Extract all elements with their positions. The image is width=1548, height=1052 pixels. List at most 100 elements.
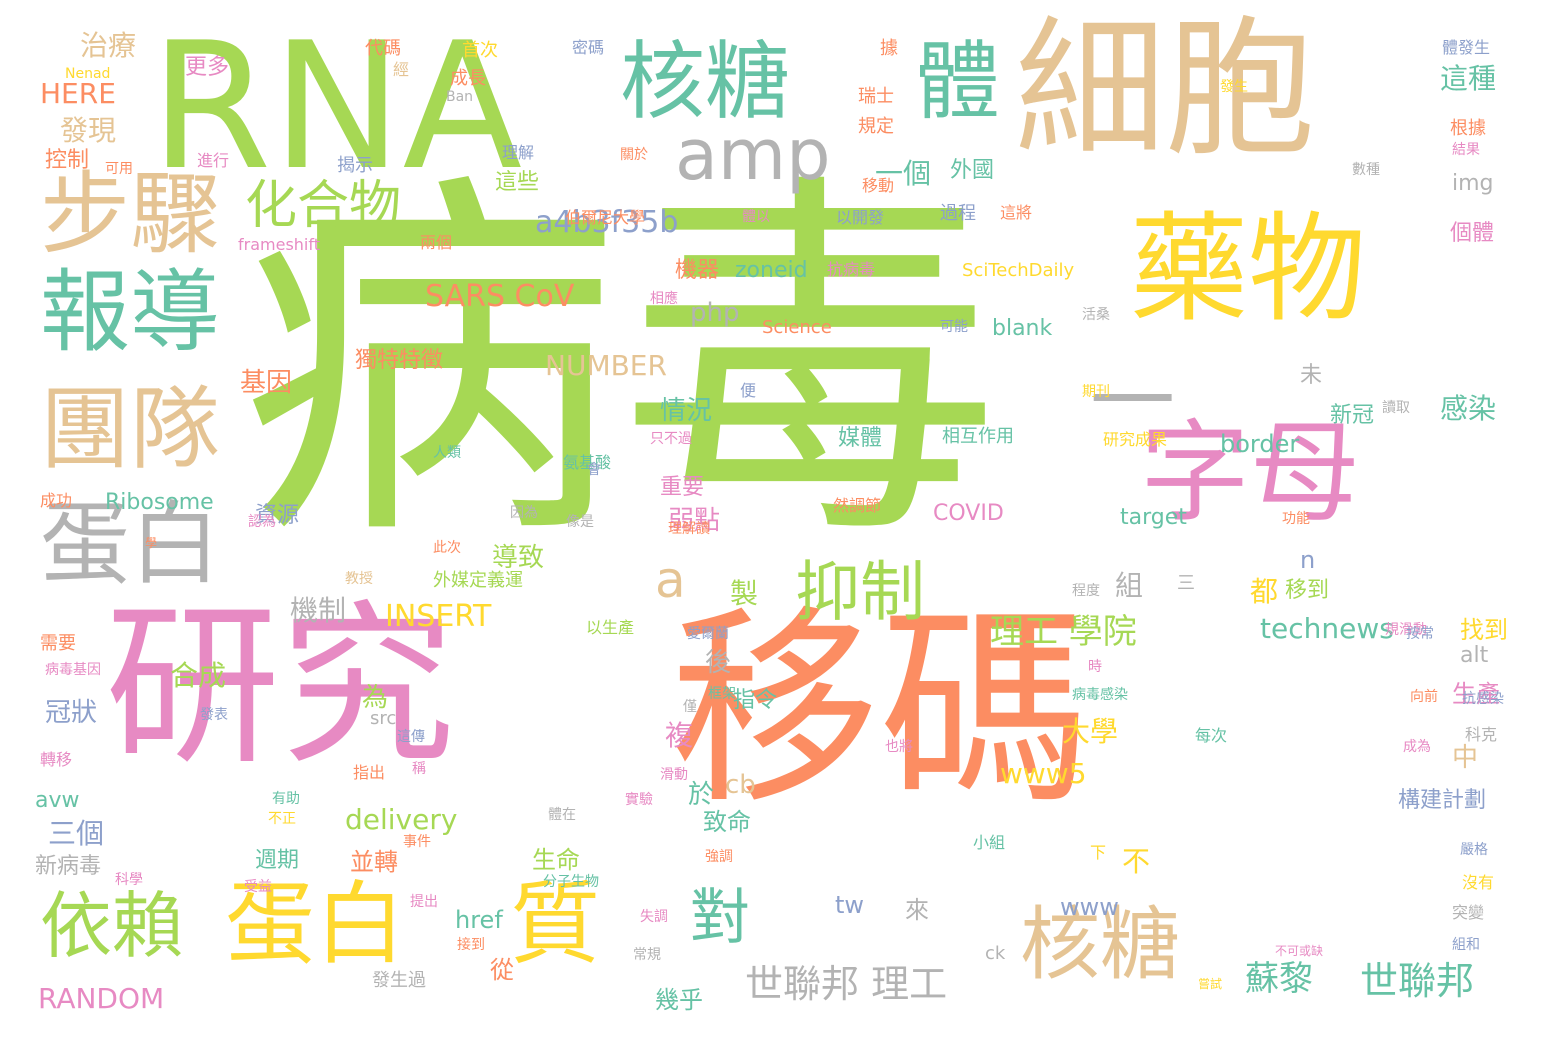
cloud-word: 都 [1250,575,1279,608]
cloud-word: 揭示 [337,155,373,176]
cloud-word: 感染 [1440,392,1497,425]
cloud-word: 新病毒 [35,854,102,879]
cloud-word: amp [675,114,831,196]
cloud-word: 兩個 [420,233,453,252]
cloud-word: 未 [1300,363,1323,388]
cloud-word: 抑制 [795,555,926,630]
cloud-word: 關於 [620,147,648,163]
cloud-word: 突變 [1452,903,1485,922]
cloud-word: target [1120,505,1187,530]
cloud-word: 三個 [48,817,105,850]
cloud-word: 活桑 [1082,307,1110,323]
cloud-word: ck [985,943,1006,964]
cloud-word: 瑞士 [858,86,894,107]
cloud-word: 失調 [640,909,668,925]
cloud-word: 基因 [240,368,293,398]
cloud-word: frameshift [238,235,320,254]
cloud-word: 生產 [1452,680,1500,708]
cloud-word: 提出 [410,894,438,910]
cloud-word: 依賴 [40,884,185,968]
cloud-word: 複 [665,719,694,752]
cloud-word: 控制 [45,148,90,173]
cloud-word: 會 [587,462,601,478]
cloud-word: 抗病毒 [827,260,876,279]
cloud-word: Science [762,317,832,338]
cloud-word: delivery [345,803,458,836]
cloud-word: 製 [730,577,759,610]
cloud-word: img [1452,171,1494,196]
cloud-word: 可能 [940,319,968,335]
cloud-word: a [655,551,686,609]
cloud-word: www5 [1000,757,1087,790]
cloud-word: 氨基酸 [563,453,612,472]
cloud-word: 合成 [170,659,227,692]
cloud-word: 世聯邦 [1360,959,1475,1003]
cloud-word: 常規 [633,947,661,963]
cloud-word: 導致 [492,543,545,573]
cloud-word: 過程 [940,203,976,224]
cloud-word: 時 [1088,659,1102,675]
cloud-word: 成為 [1403,739,1431,755]
cloud-word: href [455,906,503,934]
cloud-word: 教授 [345,571,373,587]
cloud-word: 組 [1115,569,1144,602]
cloud-word: 結果 [1452,142,1480,158]
cloud-word: 這將 [1000,203,1033,222]
cloud-word: 不正 [268,811,296,827]
cloud-word: 下 [1090,843,1107,862]
cloud-word: 細胞 [1015,3,1316,177]
cloud-word: 向前 [1410,689,1438,705]
cloud-word: 後 [705,648,732,678]
cloud-word: 程度 [1072,583,1100,599]
cloud-word: 認為 [248,514,276,530]
cloud-word: 分子生物 [543,874,599,890]
cloud-word: src [370,708,397,729]
cloud-word: 受益 [244,879,272,895]
cloud-word: 蛋白 [225,872,405,977]
cloud-word: tw [835,891,865,919]
cloud-word: 一 [1090,353,1176,452]
cloud-word: 滑動 [660,767,688,783]
cloud-word: 規定 [858,116,894,137]
cloud-word: 字母 [1140,409,1360,537]
cloud-word: 找到 [1460,616,1508,644]
cloud-word: 週期 [255,848,300,873]
cloud-word: 生命 [532,846,580,874]
cloud-word: avw [35,788,80,813]
cloud-word: php [690,298,740,328]
cloud-word: 強調 [705,849,733,865]
cloud-word: 外媒定義運 [433,570,523,591]
cloud-word: 中 [1452,743,1479,773]
cloud-word: 冠狀 [45,698,98,728]
cloud-word: technews [1260,612,1394,645]
cloud-word: 病毒感染 [1072,687,1128,703]
cloud-word: 研究 [105,586,455,789]
cloud-word: 期刊 [1082,384,1110,400]
cloud-word: 僅 [683,699,697,715]
cloud-word: 發生過 [372,970,426,991]
cloud-word: 世聯邦 理工 [745,962,948,1006]
cloud-word: 個體 [1450,221,1495,246]
cloud-word: 藥物 [1130,200,1367,338]
cloud-word: SARS CoV [425,279,575,314]
cloud-word: HERE [40,77,116,110]
cloud-word: zoneid [735,258,808,283]
cloud-word: 不可或缺 [1275,944,1324,958]
cloud-word: www [1060,893,1119,921]
cloud-word: 來 [905,896,929,924]
cloud-word: 功能 [1282,511,1310,527]
cloud-word: 按常 [1406,626,1434,642]
cloud-word: 體 [915,33,1001,132]
cloud-word: 資源 [255,503,300,528]
cloud-word: 稱 [412,761,426,777]
cloud-word: 質 [510,872,600,977]
cloud-word: 讀取 [1382,400,1410,416]
cloud-word: 沒有 [1462,873,1495,892]
cloud-word: 轉移 [40,750,73,769]
cloud-word: 數種 [1352,162,1380,178]
cloud-word: 不 [1122,845,1151,878]
cloud-word: blank [992,316,1053,341]
cloud-word: 伯爾尼大學 [565,208,646,227]
cloud-word: 小組 [973,833,1006,852]
